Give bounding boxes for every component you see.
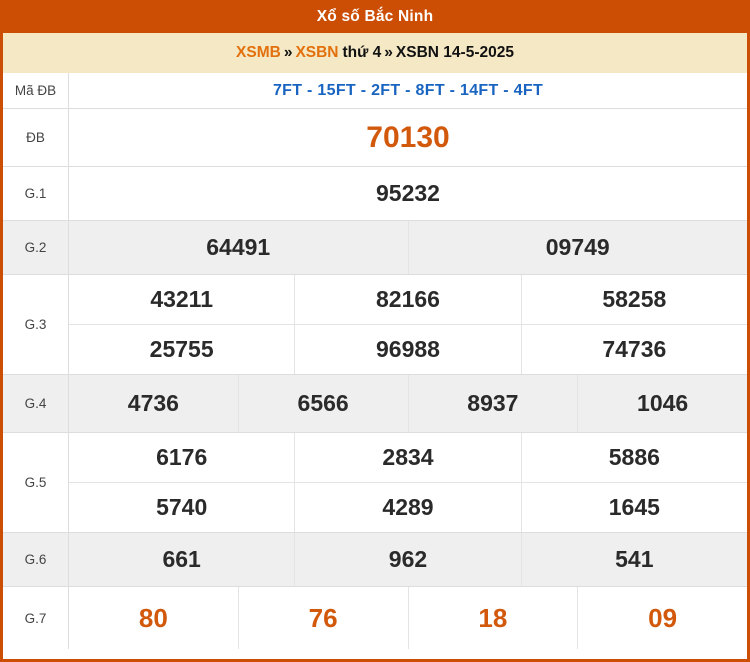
prize-values: 6176 2834 5886 5740 4289 1645 <box>69 433 747 532</box>
breadcrumb-link-xsmb[interactable]: XSMB <box>236 44 281 61</box>
prize-number: 43211 <box>69 275 296 324</box>
prize-number: 58258 <box>602 286 667 312</box>
value-line: 70130 <box>69 109 747 166</box>
prize-label: G.7 <box>3 587 69 649</box>
breadcrumb-current-date: XSBN 14-5-2025 <box>395 44 514 61</box>
prize-label: G.1 <box>3 167 69 220</box>
prize-number: 64491 <box>69 221 409 274</box>
prize-label: G.6 <box>3 533 69 586</box>
prize-label: G.3 <box>3 275 69 374</box>
prize-number: 76 <box>239 587 409 649</box>
value-line: 25755 96988 74736 <box>69 325 747 374</box>
prize-number: 4289 <box>295 483 522 532</box>
prize-number: 1645 <box>608 494 660 520</box>
table-row: G.2 64491 09749 <box>3 221 747 275</box>
value-line: 5740 4289 1645 <box>69 483 747 532</box>
value-line: 661 962 541 <box>69 533 747 586</box>
prize-number: 661 <box>69 533 296 586</box>
prize-values: 64491 09749 <box>69 221 747 274</box>
table-row: Mã ĐB 7FT - 15FT - 2FT - 8FT - 14FT - 4F… <box>3 73 747 109</box>
prize-number: 5740 <box>69 483 296 532</box>
breadcrumb-weekday: thứ 4 <box>342 44 382 61</box>
breadcrumb: XSMB » XSBN thứ 4 » XSBN 14-5-2025 <box>0 33 750 73</box>
prize-number: 5886 <box>608 444 660 470</box>
breadcrumb-link-xsbn[interactable]: XSBN <box>295 44 339 61</box>
table-row: G.5 6176 2834 5886 5740 4289 1645 <box>3 433 747 533</box>
results-table: Mã ĐB 7FT - 15FT - 2FT - 8FT - 14FT - 4F… <box>0 73 750 662</box>
table-row: G.3 43211 82166 58258 25755 96988 74736 <box>3 275 747 375</box>
prize-number: 82166 <box>295 275 522 324</box>
prize-number: 962 <box>295 533 522 586</box>
table-row: G.7 80 76 18 09 <box>3 587 747 649</box>
breadcrumb-separator-2: » <box>384 44 393 61</box>
prize-label: Mã ĐB <box>3 73 69 108</box>
prize-values: 43211 82166 58258 25755 96988 74736 <box>69 275 747 374</box>
prize-label: G.4 <box>3 375 69 432</box>
table-row: G.1 95232 <box>3 167 747 221</box>
prize-number: 1046 <box>637 390 689 416</box>
page-title: Xổ số Bắc Ninh <box>0 0 750 33</box>
breadcrumb-separator-1: » <box>283 44 293 61</box>
prize-number: 09749 <box>545 234 610 260</box>
prize-values: 95232 <box>69 167 747 220</box>
value-line: 7FT - 15FT - 2FT - 8FT - 14FT - 4FT <box>69 73 747 108</box>
value-line: 43211 82166 58258 <box>69 275 747 325</box>
prize-number: 09 <box>648 602 678 633</box>
prize-values: 661 962 541 <box>69 533 747 586</box>
prize-number: 8937 <box>409 375 579 432</box>
prize-number: 95232 <box>376 180 440 206</box>
prize-number: 6176 <box>69 433 296 482</box>
prize-number: 2834 <box>295 433 522 482</box>
table-row: G.4 4736 6566 8937 1046 <box>3 375 747 433</box>
prize-label: ĐB <box>3 109 69 166</box>
value-line: 4736 6566 8937 1046 <box>69 375 747 432</box>
value-line: 64491 09749 <box>69 221 747 274</box>
table-row: ĐB 70130 <box>3 109 747 167</box>
prize-label: G.5 <box>3 433 69 532</box>
prize-number: 80 <box>69 587 239 649</box>
prize-number: 18 <box>409 587 579 649</box>
prize-number: 541 <box>615 546 654 572</box>
value-line: 95232 <box>69 167 747 220</box>
prize-number: 25755 <box>69 325 296 374</box>
special-code-value: 7FT - 15FT - 2FT - 8FT - 14FT - 4FT <box>272 81 544 99</box>
table-row: G.6 661 962 541 <box>3 533 747 587</box>
prize-values: 80 76 18 09 <box>69 587 747 649</box>
value-line: 80 76 18 09 <box>69 587 747 649</box>
prize-values: 7FT - 15FT - 2FT - 8FT - 14FT - 4FT <box>69 73 747 108</box>
prize-number: 4736 <box>69 375 239 432</box>
prize-label: G.2 <box>3 221 69 274</box>
prize-number: 70130 <box>366 120 450 154</box>
prize-number: 74736 <box>602 336 667 362</box>
prize-values: 70130 <box>69 109 747 166</box>
prize-number: 6566 <box>239 375 409 432</box>
value-line: 6176 2834 5886 <box>69 433 747 483</box>
prize-values: 4736 6566 8937 1046 <box>69 375 747 432</box>
prize-number: 96988 <box>295 325 522 374</box>
